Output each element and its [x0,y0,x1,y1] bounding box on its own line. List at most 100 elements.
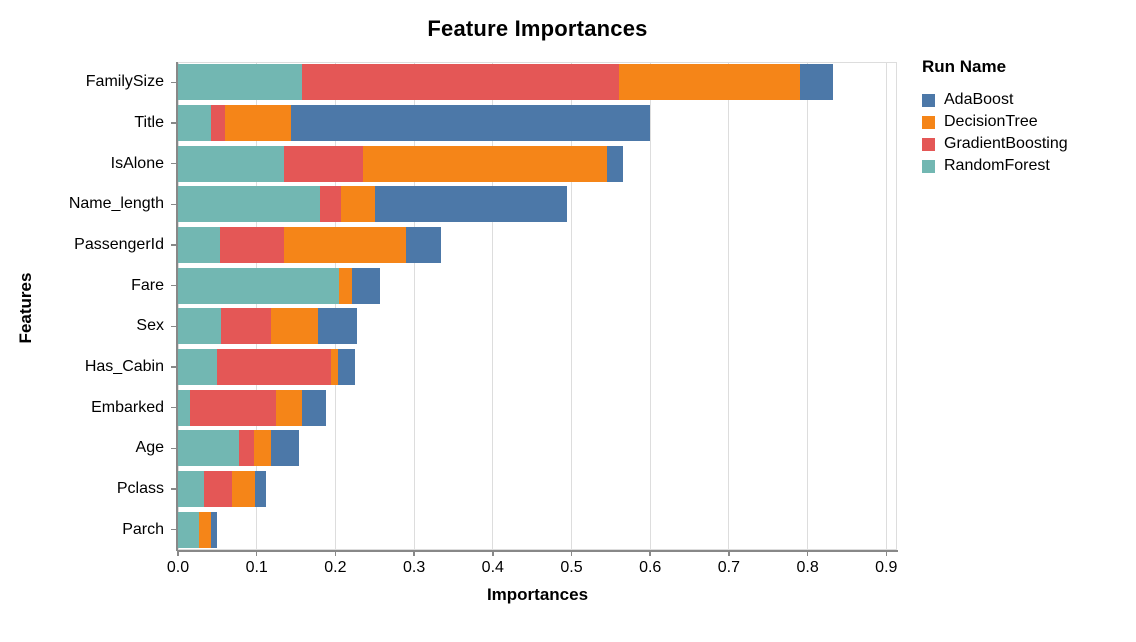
x-tick-label-0.9: 0.9 [875,559,898,576]
gridline-0.2 [334,62,336,550]
x-tick-0.3 [413,551,415,556]
x-tick-label-0.5: 0.5 [560,559,583,576]
bar-Fare-AdaBoost [351,267,381,304]
gridline-0.3 [413,62,415,550]
bar-Parch-DecisionTree [199,511,212,548]
bar-Title-AdaBoost [290,105,651,141]
bar-Title-DecisionTree [225,105,291,141]
bar-Pclass-GradientBoosting [203,471,232,507]
y-tick-IsAlone [171,162,177,165]
bar-IsAlone-RandomForest [178,145,285,182]
bar-Has_Cabin-DecisionTree [331,349,338,385]
bar-Sex-DecisionTree [270,308,319,345]
y-tick-Sex [171,325,177,328]
bar-Name_length-DecisionTree [340,186,375,223]
x-tick-0.6 [649,551,651,556]
y-label-IsAlone: IsAlone [110,154,164,172]
bar-Has_Cabin-AdaBoost [337,349,356,385]
gridline-0.7 [728,62,730,550]
y-label-PassengerId: PassengerId [74,236,164,253]
bar-FamilySize-GradientBoosting [302,64,619,101]
bar-Age-RandomForest [178,430,240,467]
gridline-0.5 [571,62,572,550]
y-tick-FamilySize [171,81,177,84]
legend-swatch-RandomForest [922,159,935,173]
legend-label-DecisionTree: DecisionTree [944,113,1038,130]
bar-PassengerId-DecisionTree [284,227,407,263]
x-tick-0.5 [570,551,573,556]
y-tick-Title [171,122,177,124]
y-tick-Fare [171,284,177,287]
y-tick-Parch [171,528,177,531]
legend-swatch-AdaBoost [922,93,935,107]
bar-FamilySize-AdaBoost [799,64,833,101]
bar-Pclass-DecisionTree [231,471,256,507]
x-tick-label-0.3: 0.3 [402,559,426,576]
bar-Sex-GradientBoosting [221,308,271,345]
bar-IsAlone-AdaBoost [606,145,623,182]
y-tick-PassengerId [171,244,177,246]
bar-Embarked-RandomForest [178,389,190,426]
bar-IsAlone-GradientBoosting [284,145,363,182]
gridline-0.9 [885,62,887,550]
legend-entry-GradientBoosting: GradientBoosting [922,133,1068,155]
bar-Age-DecisionTree [253,430,271,467]
legend-entry-DecisionTree: DecisionTree [922,111,1068,133]
legend-entry-AdaBoost: AdaBoost [922,89,1068,111]
bar-Parch-RandomForest [178,511,200,548]
bar-Embarked-AdaBoost [301,389,326,426]
y-tick-Pclass [171,488,177,490]
legend-label-RandomForest: RandomForest [944,157,1050,174]
x-axis-line [177,550,898,552]
bar-IsAlone-DecisionTree [362,145,607,182]
x-tick-0.2 [334,551,337,556]
y-label-Pclass: Pclass [116,480,164,497]
x-tick-label-0.0: 0.0 [166,559,190,576]
x-tick-0.0 [177,551,179,556]
legend-entry-RandomForest: RandomForest [922,155,1068,177]
y-label-Age: Age [135,439,164,457]
bar-Parch-AdaBoost [211,511,218,548]
x-tick-label-0.2: 0.2 [324,559,347,576]
plot-area [178,62,897,550]
bar-Title-RandomForest [178,105,212,141]
gridline-0.8 [807,62,809,550]
legend: Run Name AdaBoost DecisionTree GradientBoo… [922,57,1068,177]
y-label-Fare: Fare [131,276,164,294]
bar-Sex-AdaBoost [318,308,357,345]
gridline-0.1 [256,62,258,550]
y-label-Sex: Sex [136,317,164,335]
bar-Age-GradientBoosting [239,430,254,467]
y-label-Title: Title [134,114,164,131]
y-label-FamilySize: FamilySize [85,73,164,91]
x-tick-label-0.8: 0.8 [796,559,819,576]
gridline-0.4 [492,62,494,550]
legend-swatch-GradientBoosting [922,137,935,151]
y-axis-title: Features [16,272,35,344]
bar-Fare-RandomForest [178,267,340,304]
bar-Embarked-DecisionTree [276,389,302,426]
y-label-Has_Cabin: Has_Cabin [84,358,164,375]
gridline-0.6 [649,62,651,550]
bar-Pclass-RandomForest [178,471,204,507]
bar-Name_length-AdaBoost [374,186,567,223]
y-tick-Has_Cabin [171,366,177,368]
bar-PassengerId-AdaBoost [406,227,441,263]
y-label-Parch: Parch [122,520,164,538]
y-axis-line [176,62,178,551]
bar-FamilySize-RandomForest [178,64,303,101]
x-tick-0.4 [492,551,494,556]
legend-swatch-DecisionTree [922,115,935,129]
legend-entries: AdaBoost DecisionTree GradientBoosting Rand… [922,89,1068,177]
bar-Name_length-GradientBoosting [319,186,341,223]
bar-Has_Cabin-GradientBoosting [217,349,332,385]
bar-PassengerId-RandomForest [178,227,220,263]
bar-Fare-DecisionTree [339,267,352,304]
bar-Sex-RandomForest [178,308,222,345]
chart-title: Feature Importances [427,16,648,41]
x-tick-label-0.1: 0.1 [245,559,268,576]
y-tick-Name_length [171,203,177,206]
bar-Name_length-RandomForest [178,186,320,223]
x-tick-label-0.6: 0.6 [639,559,662,576]
